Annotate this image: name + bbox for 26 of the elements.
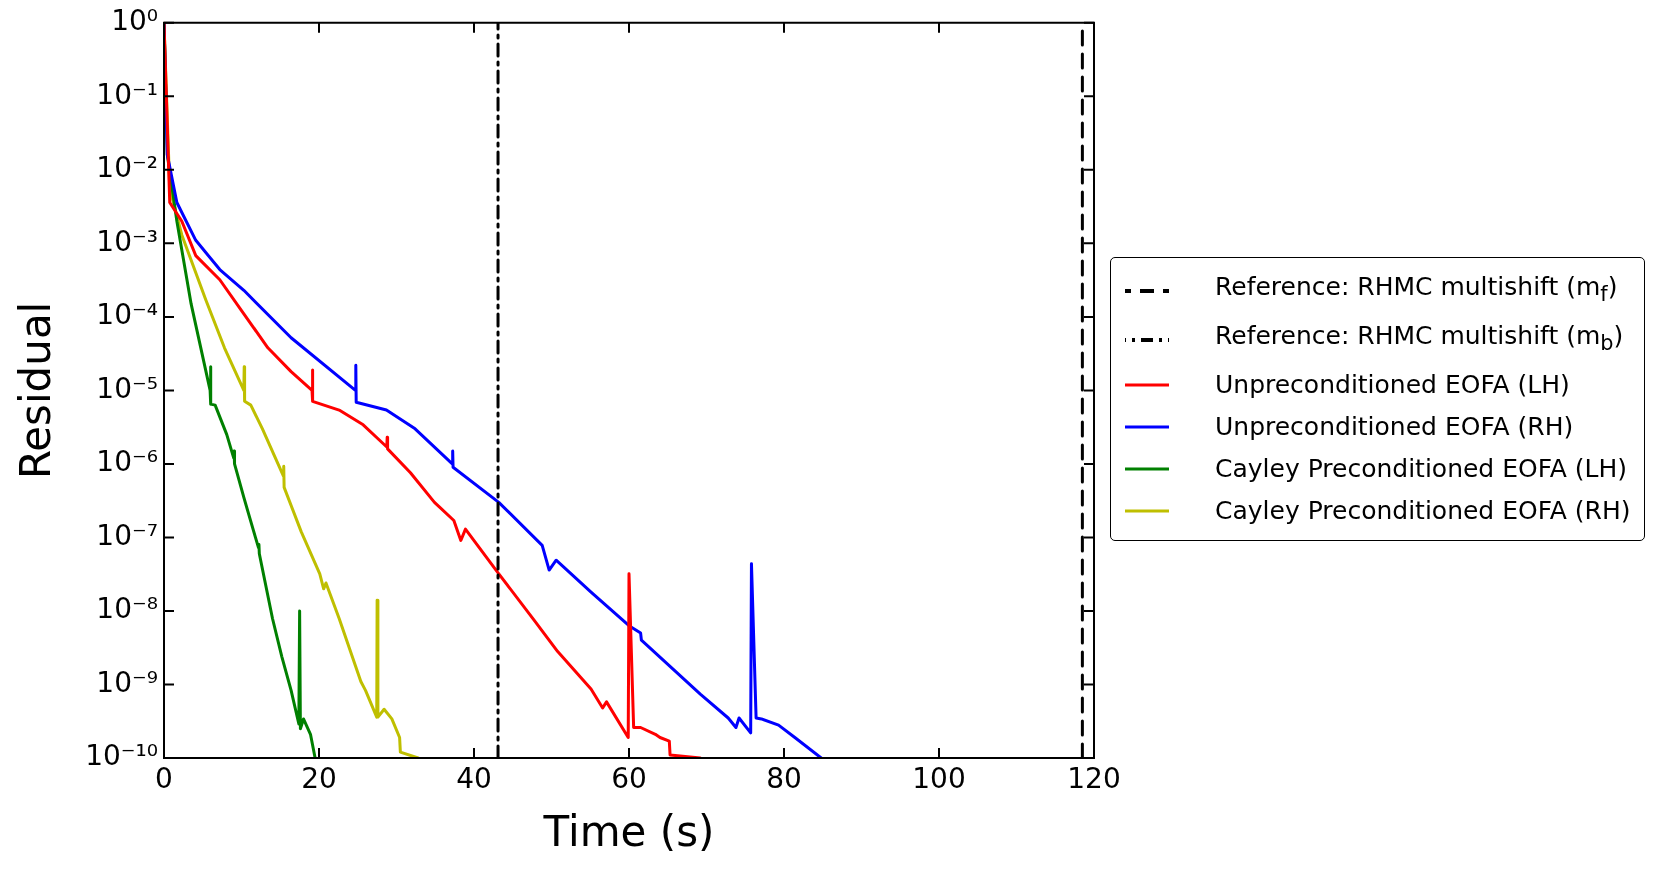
legend-label: Unpreconditioned EOFA (RH) [1215,411,1574,443]
x-tick-label: 80 [766,762,802,796]
y-tick-label: 10⁰ [111,4,158,38]
y-tick-label: 10⁻¹⁰ [85,739,158,773]
legend-label: Unpreconditioned EOFA (LH) [1215,369,1570,401]
x-tick-label: 20 [301,762,337,796]
y-tick-label: 10⁻⁸ [96,592,158,626]
x-tick-label: 120 [1067,762,1121,796]
y-tick-label: 10⁻⁹ [96,665,158,699]
x-tick-label: 40 [456,762,492,796]
x-axis-title: Time (s) [542,806,715,856]
x-tick-label: 0 [155,762,173,796]
y-tick-label: 10⁻³ [96,224,158,258]
y-tick-label: 10⁻⁵ [96,371,158,405]
x-tick-label: 100 [912,762,966,796]
y-axis-title: Residual [11,301,61,480]
y-tick-label: 10⁻⁴ [96,298,158,332]
y-tick-label: 10⁻⁶ [96,445,158,479]
x-tick-label: 60 [611,762,647,796]
y-tick-label: 10⁻⁷ [96,518,158,552]
legend-label: Cayley Preconditioned EOFA (LH) [1215,453,1628,485]
legend-label: Reference: RHMC multishift (m$_{f}$) [1215,271,1618,308]
y-tick-label: 10⁻¹ [96,77,158,111]
y-tick-label: 10⁻² [96,151,158,185]
legend-label: Reference: RHMC multishift (m$_{b}$) [1215,320,1624,357]
legend-label: Cayley Preconditioned EOFA (RH) [1215,495,1631,527]
